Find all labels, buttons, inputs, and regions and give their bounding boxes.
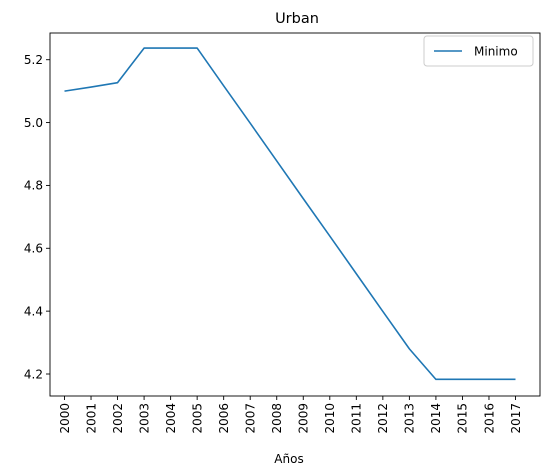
x-tick-label: 2004 bbox=[164, 403, 178, 434]
x-axis: 2000 2001 2002 2003 2004 2005 2006 2007 2008 2009… bbox=[58, 396, 523, 434]
series-line-minimo bbox=[64, 47, 516, 381]
x-tick-label: 2016 bbox=[482, 403, 496, 434]
x-tick-label: 2014 bbox=[429, 403, 443, 434]
x-tick-label: 2015 bbox=[456, 403, 470, 434]
legend-box bbox=[423, 35, 534, 67]
legend: Minimo bbox=[423, 35, 534, 67]
x-tick-label: 2000 bbox=[58, 403, 72, 434]
x-tick-label: 2001 bbox=[84, 403, 98, 434]
x-tick-label: 2011 bbox=[350, 403, 364, 434]
x-tick-label: 2017 bbox=[509, 403, 523, 434]
y-axis: 4.2 4.4 4.6 4.8 5.0 5.2 bbox=[24, 53, 50, 381]
x-tick-label: 2010 bbox=[323, 403, 337, 434]
x-tick-label: 2012 bbox=[376, 403, 390, 434]
x-tick-label: 2007 bbox=[244, 403, 258, 434]
chart-title: Urban bbox=[275, 11, 319, 27]
x-axis-label: Años bbox=[274, 452, 303, 466]
x-tick-label: 2005 bbox=[190, 403, 204, 434]
x-tick-label: 2002 bbox=[111, 403, 125, 434]
x-tick-label: 2013 bbox=[403, 403, 417, 434]
x-tick-label: 2003 bbox=[137, 403, 151, 434]
x-tick-label: 2009 bbox=[297, 403, 311, 434]
y-tick-label: 5.0 bbox=[24, 116, 43, 130]
y-tick-label: 4.8 bbox=[24, 179, 43, 193]
legend-label: Minimo bbox=[474, 45, 518, 59]
y-tick-label: 5.2 bbox=[24, 53, 43, 67]
x-tick-label: 2006 bbox=[217, 403, 231, 434]
y-tick-label: 4.4 bbox=[24, 304, 43, 318]
plot-area bbox=[49, 32, 541, 397]
y-tick-label: 4.2 bbox=[24, 367, 43, 381]
y-tick-label: 4.6 bbox=[24, 242, 43, 256]
plot-frame bbox=[49, 32, 541, 397]
x-tick-label: 2008 bbox=[270, 403, 284, 434]
